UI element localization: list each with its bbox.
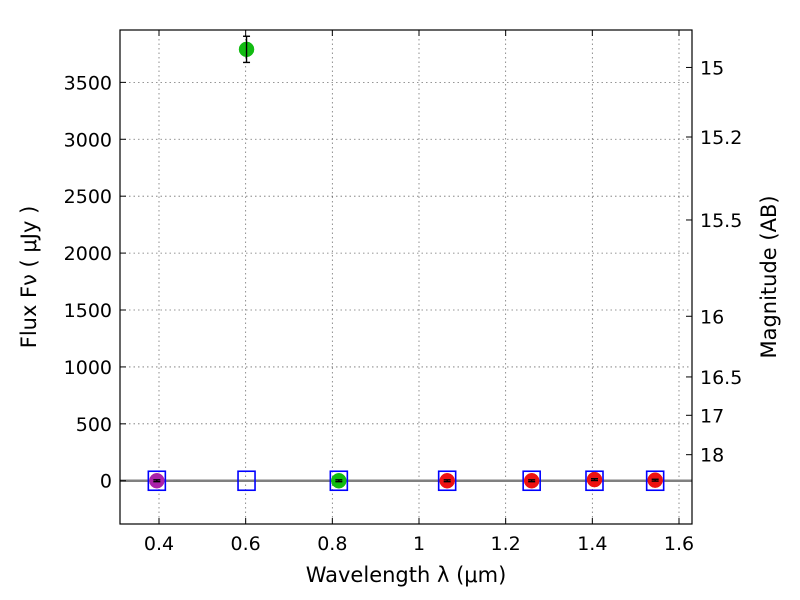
x-tick-label: 0.8 xyxy=(317,533,347,555)
y2-tick-label: 18 xyxy=(700,445,724,467)
y-tick-label: 3500 xyxy=(64,72,112,94)
x-tick-label: 1 xyxy=(413,533,425,555)
x-tick-label: 1.2 xyxy=(491,533,521,555)
x-tick-label: 0.6 xyxy=(231,533,261,555)
x-tick-label: 1.6 xyxy=(664,533,694,555)
x-tick-label: 1.4 xyxy=(577,533,607,555)
y2-tick-label: 15.2 xyxy=(700,127,742,149)
model-square-marker xyxy=(585,470,604,492)
plot-frame xyxy=(119,29,693,525)
data-marks-layer xyxy=(147,35,665,492)
y-tick-label: 2500 xyxy=(64,186,112,208)
y2-tick-label: 16 xyxy=(700,306,724,328)
model-square-marker xyxy=(237,470,256,492)
y-tick-label: 0 xyxy=(100,471,112,493)
y-tick-label: 1000 xyxy=(64,357,112,379)
y2-tick-label: 15.5 xyxy=(700,210,742,232)
x-tick-label: 0.4 xyxy=(144,533,174,555)
y-axis-label: Flux Fν ( μJy ) xyxy=(17,206,41,349)
model-square-marker xyxy=(522,470,541,492)
y-tick-label: 500 xyxy=(76,414,112,436)
model-square-marker xyxy=(437,470,457,492)
model-square-marker xyxy=(329,470,349,492)
grid-layer xyxy=(120,30,692,524)
model-square-marker xyxy=(147,470,167,492)
y-tick-label: 2000 xyxy=(64,243,112,265)
y-tick-label: 3000 xyxy=(64,129,112,151)
axes-layer: 0.4 0.6 0.8 1 1.2 1.4 1.6 0 500 1000 1500 2000 2500 3… xyxy=(64,29,742,555)
y2-tick-label: 16.5 xyxy=(700,367,742,389)
y2-tick-label: 17 xyxy=(700,405,724,427)
model-square-marker xyxy=(645,470,665,492)
y2-tick-label: 15 xyxy=(700,57,724,79)
x-axis-label: Wavelength λ (μm) xyxy=(306,563,507,587)
y-tick-label: 1500 xyxy=(64,300,112,322)
y2-axis-label: Magnitude (AB) xyxy=(757,195,781,358)
